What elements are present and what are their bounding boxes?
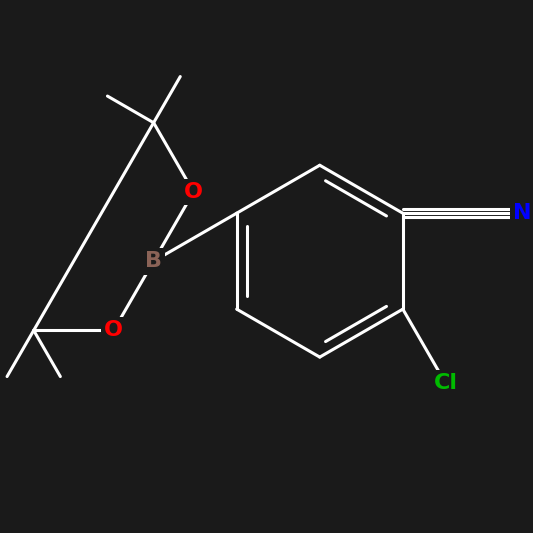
Text: N: N: [513, 203, 532, 223]
Text: O: O: [104, 320, 123, 341]
Text: O: O: [184, 182, 203, 202]
Text: Cl: Cl: [433, 373, 457, 393]
Text: B: B: [145, 251, 162, 271]
